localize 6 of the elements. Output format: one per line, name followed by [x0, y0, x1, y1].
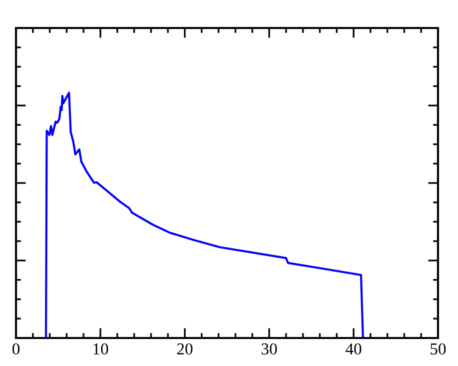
x-tick-label: 20 — [177, 343, 192, 355]
x-tick-label: 0 — [12, 343, 20, 355]
x-tick-label: 10 — [94, 343, 108, 355]
x-tick-label: 50 — [430, 343, 446, 355]
x-tick-label: 30 — [262, 343, 277, 355]
x-tick-label: 40 — [346, 343, 362, 355]
